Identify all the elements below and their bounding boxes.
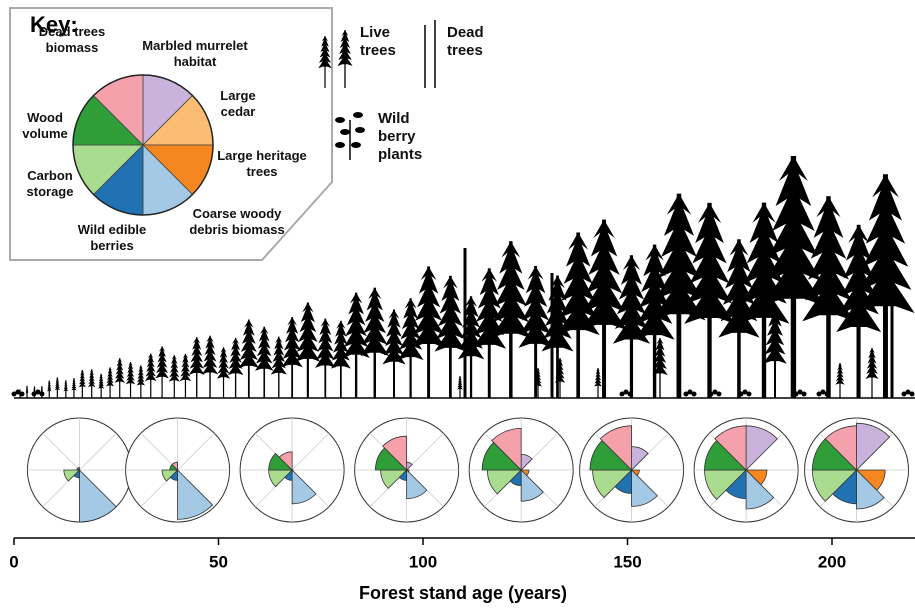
legend-tree-crown [337,30,352,66]
legend-berry: Wild berry plants [378,110,428,164]
key-label: Carbon storage [20,168,80,200]
tree-crown [88,369,95,387]
tree-crown [239,320,259,369]
berry-bush [628,392,633,397]
x-tick-label: 0 [9,552,18,571]
tree-crown [137,365,145,385]
key-label: Marbled murrelet habitat [133,38,258,70]
understory-tree-crown [866,348,879,379]
berry-bush [747,392,752,397]
key-label: Dead trees biomass [32,24,112,56]
berry-bush [692,392,697,397]
tree-crown [342,293,369,358]
tree-crown [295,303,320,362]
key-label: Coarse woody debris biomass [182,206,292,238]
legend-dead: Dead trees [447,24,492,60]
berry-bush [20,392,25,397]
tree-crown [47,381,52,392]
legend-berry-leaf [340,129,350,135]
tree-crown [228,338,244,375]
tree-crown [106,367,114,386]
tree-crown [271,337,287,375]
berry-bush [717,392,722,397]
x-axis-title: Forest stand age (years) [359,583,567,603]
understory-tree-crown [457,376,463,390]
tree-crown [145,354,157,382]
tree-crown [180,354,191,381]
tree-crown [169,355,180,382]
key-label: Wood volume [18,110,73,142]
tree-crown [71,378,76,390]
tree-crown [360,288,389,356]
key-label: Large heritage trees [210,148,315,180]
key-label: Wild edible berries [72,222,152,254]
x-tick-label: 150 [613,552,641,571]
understory-tree-crown [835,363,844,385]
berry-bush [802,392,807,397]
tree-crown [55,377,60,390]
tree-crown [217,347,230,378]
legend-berry-leaf [351,142,361,148]
tree-crown [64,380,69,391]
key-label: Large cedar [213,88,263,120]
figure: Key: 050100150200Forest stand age (years… [0,0,915,608]
tree-crown [79,370,86,387]
tree-crown [25,386,28,393]
understory-tree-crown [594,368,602,387]
legend-berry-leaf [335,117,345,123]
x-tick-label: 50 [209,552,228,571]
legend-berry-leaf [355,127,365,133]
legend-berry-leaf [335,142,345,148]
tree-crown [255,327,274,371]
berry-bush [825,392,830,397]
tree-crown [98,374,104,389]
chart: Key: 050100150200Forest stand age (years… [0,0,915,608]
berry-bush [910,392,915,397]
legend-live: Live trees [360,24,405,60]
x-tick-label: 100 [409,552,437,571]
tree-crown [155,346,168,378]
legend-berry-leaf [353,112,363,118]
tree-crown [202,336,218,375]
tree-crown [126,362,135,384]
berry-bush [40,392,45,397]
tree-crown [189,337,205,375]
tree-crown [115,358,125,383]
x-tick-label: 200 [818,552,846,571]
